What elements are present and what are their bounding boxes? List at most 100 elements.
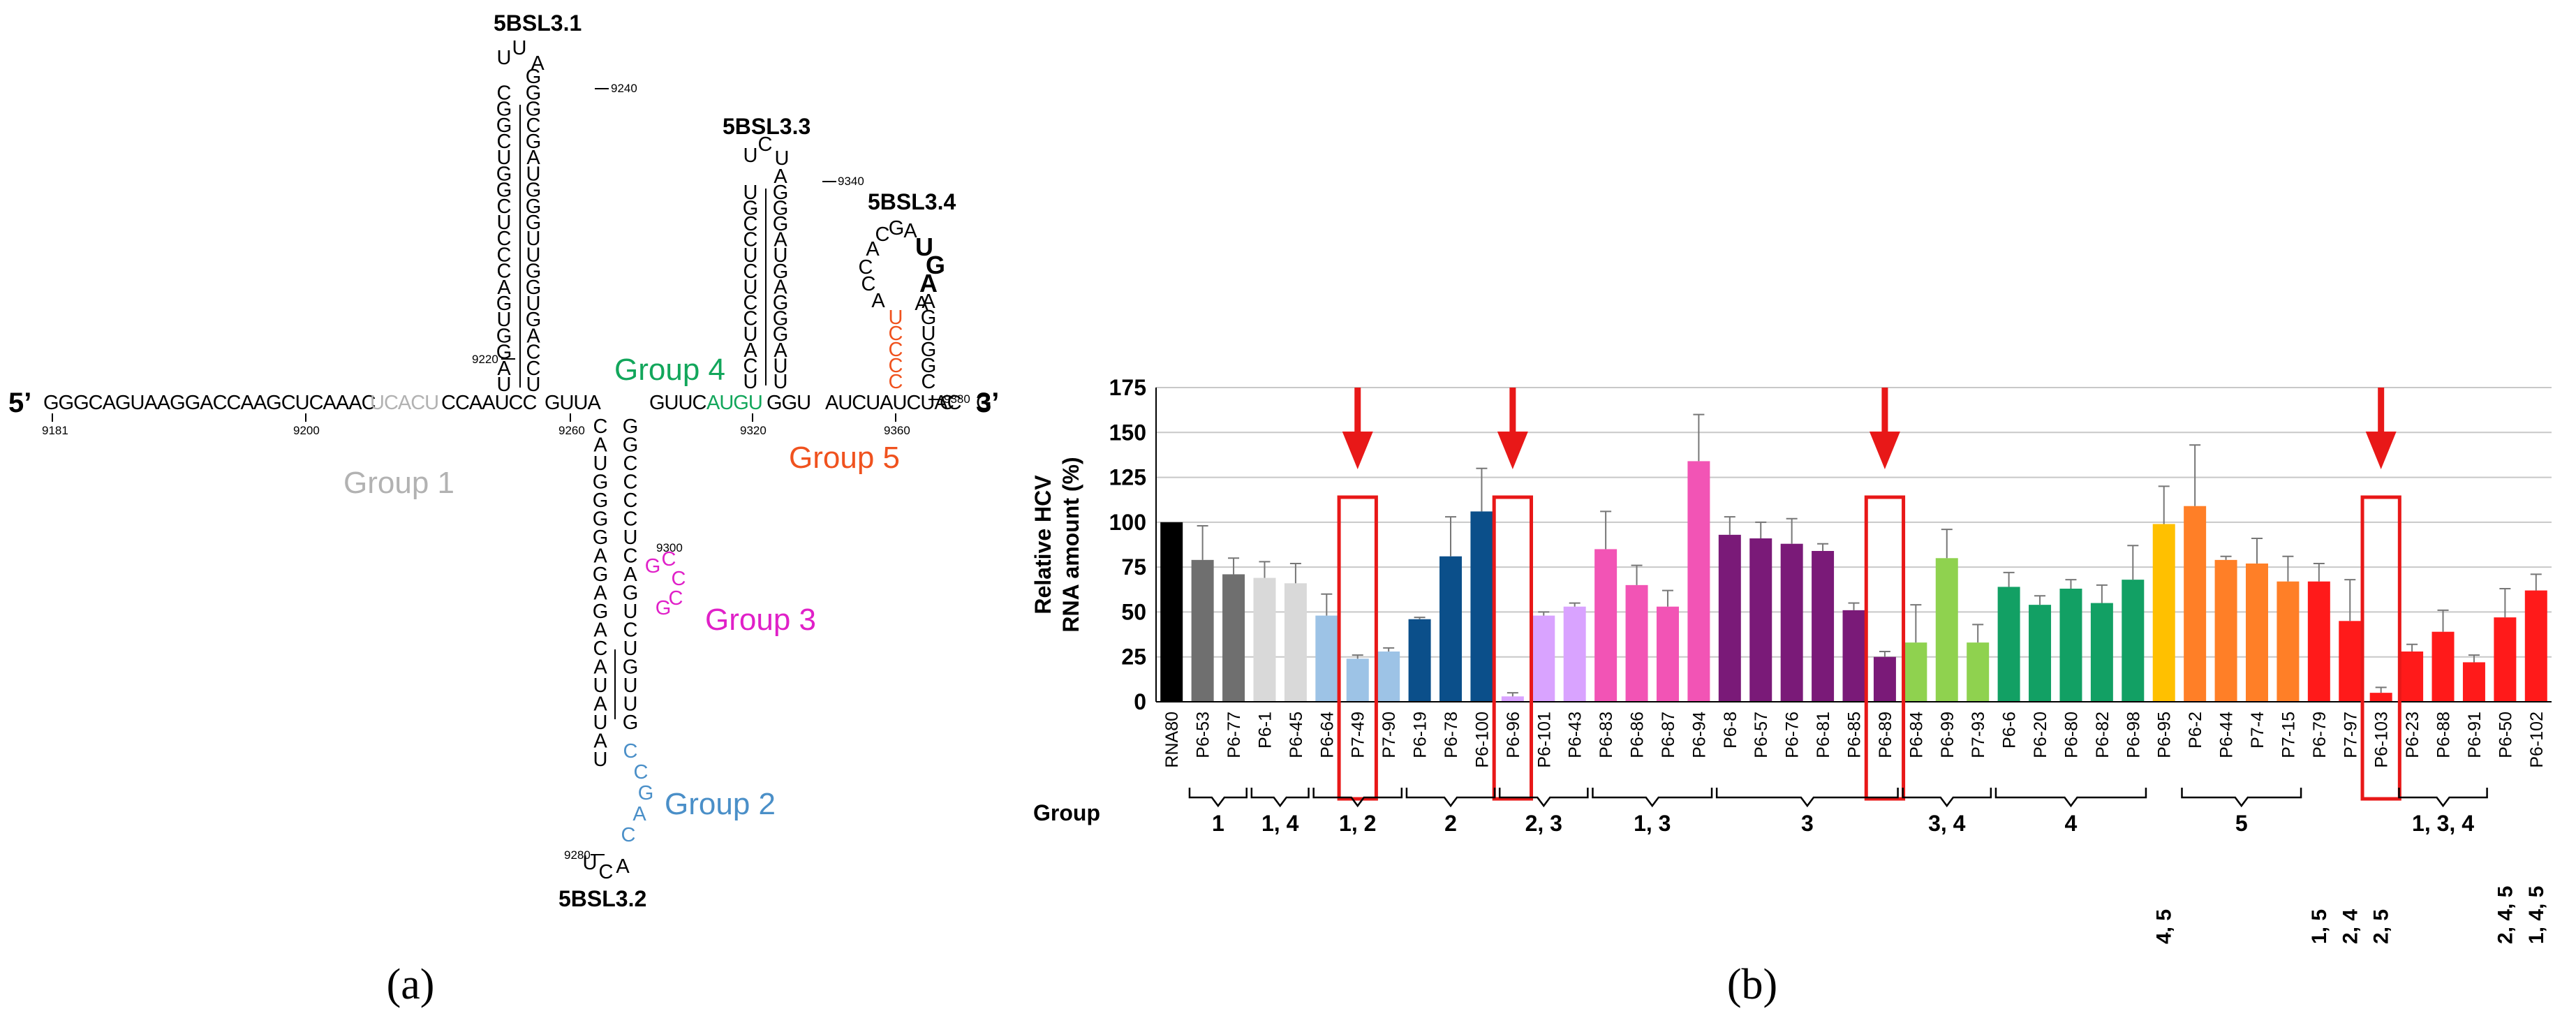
- pos-9280: 9280: [564, 848, 591, 862]
- sl31-left-nt: G: [496, 341, 512, 364]
- sl33-right-nt: A: [773, 339, 787, 362]
- highlight-box: [2360, 495, 2401, 801]
- group-bracket: [1592, 788, 1713, 808]
- bar-p6-77: [1222, 574, 1245, 702]
- x-tick-label: P6-103: [2372, 712, 2392, 768]
- sl31-left-nt: G: [496, 98, 512, 121]
- rna-secondary-structure: 5’ 3’ GGGCAGUAAGGACCAAGCUCAAAC UCACU CCA…: [8, 10, 999, 911]
- group-bracket: [1994, 788, 2147, 808]
- x-tick-label: P6-82: [2093, 712, 2112, 758]
- sl31-left-nt: G: [496, 115, 512, 137]
- sl31-right-nt: G: [526, 179, 542, 202]
- sl31-right-nt: U: [526, 244, 541, 266]
- sl31-right-nt: G: [526, 66, 542, 88]
- x-tick-label: P6-83: [1597, 712, 1616, 758]
- group-bracket-label: 3, 4: [1928, 811, 1966, 836]
- sl33-left-nt: U: [743, 371, 758, 393]
- backbone-segment-1: GGGCAGUAAGGACCAAGCUCAAAC: [43, 392, 376, 414]
- sl33-loop-nt: C: [758, 133, 773, 156]
- group-bracket-label: 1: [1212, 811, 1224, 836]
- sl34-left-nt: A: [871, 290, 885, 312]
- bar-p6-20: [2029, 605, 2052, 702]
- sl32-right-nt: U: [623, 638, 638, 660]
- sl34-right-nt: C: [921, 371, 936, 393]
- chart-axes: [1155, 388, 2552, 702]
- sl33-loop-nt: U: [775, 147, 790, 170]
- x-tick-label: P6-100: [1472, 712, 1492, 768]
- sl33-right-nt: A: [773, 276, 787, 298]
- group-single-label: 2, 4, 5: [2494, 886, 2517, 944]
- bar-p7-49: [1346, 658, 1369, 702]
- sl32-left-nt: U: [593, 712, 608, 734]
- bar-p6-6: [1997, 587, 2020, 702]
- bar-p7-97: [2339, 621, 2362, 702]
- sl31-right-nt: G: [526, 196, 542, 218]
- group3-nt: C: [662, 548, 676, 571]
- highlight-box: [1492, 495, 1534, 801]
- sl32-right-nt: U: [623, 527, 638, 549]
- sl32-right-nt: G: [623, 582, 639, 605]
- sl31-left-nt: C: [497, 196, 512, 218]
- x-tick-label: P7-15: [2279, 712, 2298, 758]
- highlight-box: [1864, 495, 1906, 801]
- group-bracket: [1250, 788, 1310, 808]
- y-tick-label: 150: [1109, 420, 1146, 445]
- sl33-left-nt: U: [743, 323, 758, 346]
- x-tick-label: P6-43: [1566, 712, 1585, 758]
- y-tick-label: 175: [1109, 375, 1146, 400]
- bar-p6-19: [1408, 619, 1431, 702]
- bar-p6-57: [1749, 538, 1772, 702]
- bar-p7-90: [1377, 652, 1400, 702]
- sl31-right-nt: U: [526, 374, 541, 396]
- x-tick-label: P6-57: [1752, 712, 1771, 758]
- bar-p6-91: [2462, 662, 2485, 702]
- sl34-right-nt: U: [921, 323, 936, 345]
- x-axis-labels: RNA80 P6-53 P6-77 P6-1 P6-45 P6-64 P7-49 P7-90 P…: [1162, 712, 2547, 768]
- sl31-right-nt: A: [526, 147, 540, 169]
- sl32-right-nt: U: [623, 601, 638, 623]
- sl32-left-nt: U: [593, 749, 608, 771]
- group-bracket: [1498, 788, 1589, 808]
- x-tick-label: P6-53: [1194, 712, 1213, 758]
- x-tick-label: P6-45: [1287, 712, 1306, 758]
- x-tick-label: P6-89: [1876, 712, 1895, 758]
- label-5bsl3-3: 5BSL3.3: [723, 114, 810, 139]
- group-bracket-label: 5: [2235, 811, 2248, 836]
- group-single-label: 1, 5: [2308, 909, 2331, 944]
- sl32-left-nt: G: [593, 490, 609, 512]
- pos-9181: 9181: [42, 424, 68, 437]
- sl31-left-nt: U: [497, 374, 512, 396]
- backbone-segment-8: C: [940, 392, 954, 414]
- panel-a-caption: (a): [387, 961, 435, 1008]
- group3-label: Group 3: [705, 603, 816, 637]
- bar-p6-98: [2122, 580, 2145, 702]
- bar-p6-102: [2524, 590, 2547, 702]
- group2-label: Group 2: [665, 787, 776, 821]
- sl34-right-nt: A: [921, 290, 935, 313]
- backbone-segment-7: G: [976, 392, 991, 414]
- sl31-right-nt: C: [526, 358, 541, 380]
- sl31-right-nt: U: [526, 163, 541, 185]
- x-tick-label: P6-44: [2217, 712, 2237, 758]
- sl31-right-nt: C: [526, 341, 541, 364]
- x-tick-label: RNA80: [1162, 712, 1182, 768]
- sl32-left-nt: A: [593, 656, 607, 679]
- sl32-right-nt: C: [623, 490, 638, 512]
- x-tick-label: P6-19: [1411, 712, 1430, 758]
- backbone-segment-2: CCAAUCC: [441, 392, 536, 414]
- bar-p6-64: [1315, 615, 1338, 702]
- x-tick-label: P6-96: [1504, 712, 1523, 758]
- sl33-left-nt: C: [743, 308, 758, 330]
- five-prime-end: 5’: [8, 388, 31, 418]
- sl33-loop-nt: U: [743, 145, 758, 167]
- sl33-right-nt: G: [773, 308, 789, 330]
- group4-label: Group 4: [614, 353, 725, 387]
- x-tick-label: P6-20: [2031, 712, 2050, 758]
- sl31-left-nt: C: [497, 260, 512, 283]
- sl34-group5-nt: C: [889, 339, 903, 361]
- three-prime-end: 3’: [976, 388, 999, 418]
- sl32-left-nt: A: [593, 545, 607, 568]
- sl34-loop-nt: A: [919, 269, 938, 297]
- sl34-group5-nt: U: [889, 307, 903, 329]
- bar-p6-99: [1935, 558, 1958, 702]
